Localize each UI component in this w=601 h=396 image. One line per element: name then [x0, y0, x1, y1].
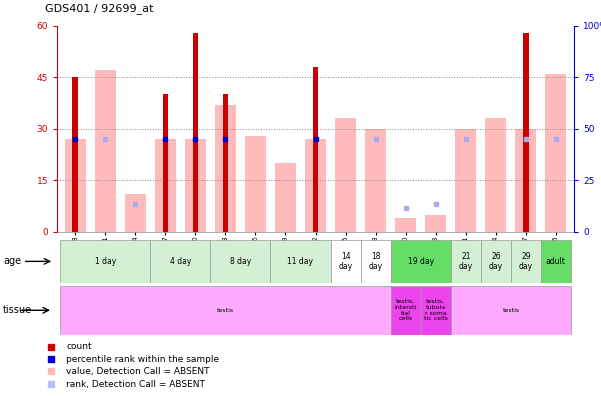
Text: 11 day: 11 day: [287, 257, 314, 266]
Bar: [65, 139, 85, 232]
Bar: [511, 240, 541, 283]
Text: 14
day: 14 day: [338, 252, 353, 271]
Text: 26
day: 26 day: [489, 252, 503, 271]
Bar: [162, 94, 168, 232]
Text: 18
day: 18 day: [368, 252, 383, 271]
Bar: [515, 129, 536, 232]
Text: rank, Detection Call = ABSENT: rank, Detection Call = ABSENT: [66, 379, 205, 388]
Text: 4 day: 4 day: [169, 257, 191, 266]
Bar: [154, 139, 175, 232]
Text: GDS401 / 92699_at: GDS401 / 92699_at: [45, 3, 154, 14]
Bar: [222, 94, 228, 232]
Text: 19 day: 19 day: [407, 257, 434, 266]
Bar: [391, 240, 451, 283]
Bar: [365, 129, 386, 232]
Bar: [545, 74, 566, 232]
Bar: [395, 218, 416, 232]
Bar: [425, 215, 446, 232]
Bar: [270, 240, 331, 283]
Bar: [210, 240, 270, 283]
Bar: [361, 240, 391, 283]
Bar: [455, 129, 476, 232]
Bar: [95, 70, 115, 232]
Bar: [73, 77, 78, 232]
Bar: [150, 240, 210, 283]
Text: 21
day: 21 day: [459, 252, 473, 271]
Text: tissue: tissue: [3, 305, 32, 315]
Bar: [523, 32, 528, 232]
Text: testis,
intersti
tial
cells: testis, intersti tial cells: [394, 299, 417, 322]
Bar: [60, 240, 150, 283]
Bar: [185, 139, 206, 232]
Text: 1 day: 1 day: [94, 257, 116, 266]
Bar: [313, 67, 318, 232]
Bar: [451, 286, 571, 335]
Bar: [485, 118, 506, 232]
Bar: [541, 240, 571, 283]
Bar: [421, 286, 451, 335]
Bar: [335, 118, 356, 232]
Bar: [391, 286, 421, 335]
Text: percentile rank within the sample: percentile rank within the sample: [66, 355, 219, 364]
Bar: [192, 32, 198, 232]
Bar: [275, 163, 296, 232]
Text: count: count: [66, 342, 92, 351]
Bar: [331, 240, 361, 283]
Text: testis: testis: [502, 308, 519, 313]
Bar: [60, 286, 391, 335]
Text: value, Detection Call = ABSENT: value, Detection Call = ABSENT: [66, 367, 210, 376]
Text: 29
day: 29 day: [519, 252, 533, 271]
Bar: [215, 105, 236, 232]
Bar: [124, 194, 145, 232]
Bar: [451, 240, 481, 283]
Bar: [305, 139, 326, 232]
Text: adult: adult: [546, 257, 566, 266]
Text: age: age: [3, 256, 21, 267]
Bar: [245, 135, 266, 232]
Bar: [481, 240, 511, 283]
Text: testis: testis: [217, 308, 234, 313]
Text: testis,
tubula
r soma
tic cells: testis, tubula r soma tic cells: [424, 299, 448, 322]
Text: 8 day: 8 day: [230, 257, 251, 266]
